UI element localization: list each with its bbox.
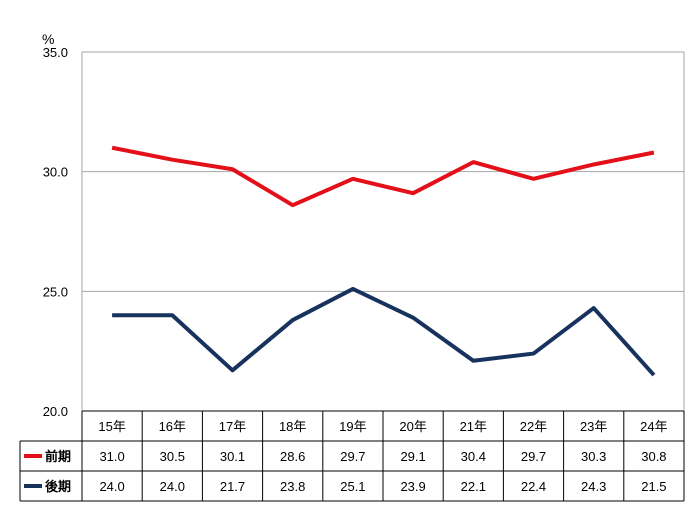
series-line-1 [111,145,655,208]
x-category-label: 22年 [520,419,547,434]
x-category-label: 24年 [640,419,667,434]
table-value-cell: 22.1 [461,479,486,494]
legend-label: 後期 [45,479,71,494]
table-value-cell: 23.8 [280,479,305,494]
table-value-cell: 30.5 [160,449,185,464]
x-category-label: 15年 [98,419,125,434]
table-value-cell: 30.3 [581,449,606,464]
y-tick-label: 35.0 [43,45,68,60]
legend-label: 前期 [45,449,71,464]
table-value-cell: 24.3 [581,479,606,494]
table-value-cell: 30.1 [220,449,245,464]
table-value-cell: 21.5 [641,479,666,494]
y-tick-label: 25.0 [43,284,68,299]
table-value-cell: 29.7 [340,449,365,464]
table-value-cell: 30.8 [641,449,666,464]
grid-lines [81,51,685,412]
table-value-cell: 24.0 [160,479,185,494]
x-category-label: 21年 [460,419,487,434]
table-value-cell: 25.1 [340,479,365,494]
x-category-label: 18年 [279,419,306,434]
series-lines [111,145,656,377]
y-tick-label: 30.0 [43,165,68,180]
table-value-cell: 29.7 [521,449,546,464]
table-value-cell: 21.7 [220,479,245,494]
x-category-label: 19年 [339,419,366,434]
table-value-cell: 23.9 [400,479,425,494]
table-value-cell: 28.6 [280,449,305,464]
y-tick-label: 20.0 [43,404,68,419]
x-category-label: 17年 [219,419,246,434]
table-value-cell: 29.1 [400,449,425,464]
x-category-label: 20年 [399,419,426,434]
y-axis-unit-label: % [42,31,54,47]
table-value-cell: 31.0 [99,449,124,464]
y-axis-ticks: 35.0 30.0 25.0 20.0 [43,45,68,419]
table-value-cell: 30.4 [461,449,486,464]
series-line-2 [112,286,656,377]
x-category-label: 16年 [159,419,186,434]
x-category-label: 23年 [580,419,607,434]
table-value-cell: 22.4 [521,479,546,494]
table-value-cell: 24.0 [99,479,124,494]
